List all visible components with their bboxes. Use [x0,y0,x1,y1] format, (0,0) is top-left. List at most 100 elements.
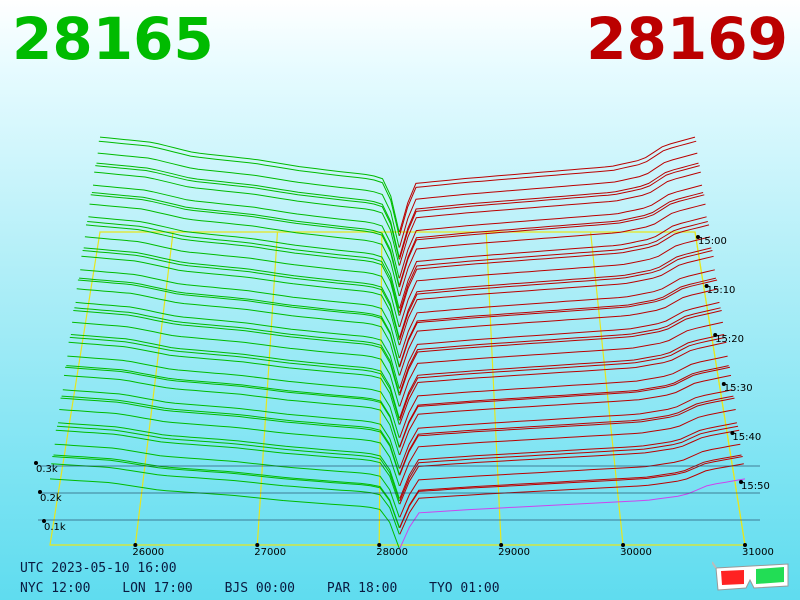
ask-snapshots [399,136,746,549]
world-clocks: NYC 12:00 LON 17:00 BJS 00:00 PAR 18:00 … [20,581,524,596]
ask-depth-line [399,171,701,266]
ask-depth-line [399,247,712,338]
x-tick-label: 29000 [498,547,530,558]
bid-depth-line [70,334,400,419]
bid-depth-line [56,425,400,502]
ask-depth-line [399,194,705,288]
bid-price: 28165 [12,5,214,73]
3d-glasses-icon[interactable] [712,558,792,594]
ask-depth-line [399,429,740,505]
bid-depth-line [52,456,400,529]
ask-depth-line [399,389,733,469]
ask-depth-line [399,136,696,233]
time-tick-dot [739,480,743,484]
ask-depth-line [399,140,697,236]
ask-depth-line [399,336,726,421]
x-tick-label: 30000 [620,547,652,558]
bid-depth-line [68,341,400,425]
bid-depth-line [97,152,400,248]
bid-depth-line [72,321,400,407]
x-tick-dot [133,543,138,547]
bid-depth-line [53,454,400,528]
ask-depth-line [399,310,722,396]
volume-tick-label: 0.2k [40,493,62,504]
bid-depth-line [62,389,400,469]
bid-depth-line [96,162,400,258]
ask-depth-line [399,365,729,447]
bid-depth-line [88,216,400,309]
ask-depth-line [399,366,731,448]
bid-depth-line [83,247,400,338]
bid-depth-line [82,250,400,340]
clock-bjs: BJS 00:00 [224,581,296,596]
ask-depth-line [399,236,711,328]
time-tick-label: 15:00 [698,236,727,247]
ask-depth-line [399,409,736,487]
x-tick-label: 28000 [376,547,408,558]
bid-depth-line [69,336,400,421]
utc-time: UTC 2023-05-10 16:00 [20,561,177,576]
ask-depth-line [399,397,735,476]
ask-depth-line [399,307,721,394]
time-tick-label: 15:40 [732,432,761,443]
time-tick-dot [713,333,718,337]
bid-depth-line [73,310,400,396]
bid-depth-line [85,224,400,316]
volume-tick-dot [38,490,42,494]
bid-depth-line [80,269,400,359]
bid-depth-line [90,194,400,288]
bid-depth-line [77,279,400,368]
bid-snapshots [49,136,400,549]
bid-depth-line [92,184,400,279]
bid-depth-line [60,397,400,476]
bid-depth-line [61,395,400,475]
bid-depth-line [49,478,400,549]
ask-depth-line [399,269,715,359]
bid-depth-line [87,221,400,313]
time-tick-dot [696,235,700,239]
bid-depth-line [79,277,400,367]
bid-depth-line [66,365,400,447]
grid-front [38,465,760,521]
clock-lon: LON 17:00 [122,581,193,596]
x-tick-label: 31000 [742,547,774,558]
bid-depth-line [58,422,400,499]
bid-depth-line [95,165,400,260]
ask-depth-line [399,463,744,535]
ask-depth-line [399,374,732,456]
x-tick-dot [621,543,626,547]
bid-depth-line [59,409,400,487]
volume-tick-label: 0.1k [44,522,66,533]
bid-depth-line [81,255,400,346]
ask-depth-line [399,250,713,340]
x-tick-dot [255,543,260,547]
x-tick-dot [499,543,504,547]
ask-depth-line [399,162,699,258]
ask-depth-line [399,321,724,407]
ask-depth-line [399,425,739,502]
ask-depth-line [399,341,727,425]
ask-depth-line [399,279,718,368]
bid-depth-line [75,301,400,389]
ask-depth-line [399,203,706,297]
ask-depth-line [399,443,741,518]
time-tick-dot [730,431,735,435]
time-tick-label: 15:50 [741,481,770,492]
ask-depth-line [399,165,700,260]
bid-depth-line [54,443,400,518]
x-tick-dot [377,543,382,547]
ask-depth-line [399,301,720,389]
clock-nyc: NYC 12:00 [20,581,91,596]
x-gridline [378,231,383,546]
ask-depth-line [399,456,743,529]
bid-depth-line [94,171,400,266]
ask-depth-line [399,395,734,475]
volume-tick-dot [34,461,38,465]
bid-depth-line [65,366,400,448]
volume-tick-dot [42,519,46,523]
bid-depth-line [98,140,400,236]
ask-depth-line [399,355,728,438]
ask-depth-line [399,152,698,248]
x-tick-dot [743,543,747,547]
